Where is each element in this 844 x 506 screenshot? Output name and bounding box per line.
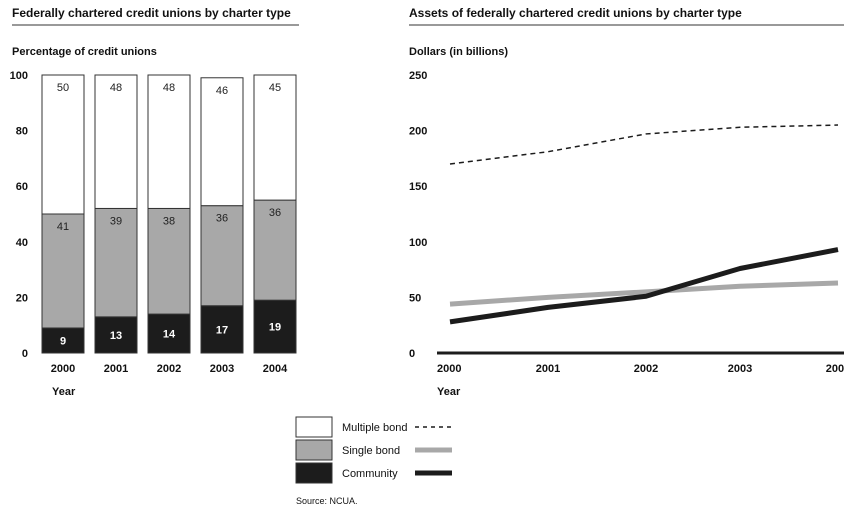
data-label-multiple-bond-2001: 48 (110, 82, 122, 94)
source-note: Source: NCUA. (296, 496, 358, 506)
right-y-tick-50: 50 (409, 292, 421, 304)
bar-community-2004 (253, 299, 297, 354)
right-y-tick-0: 0 (409, 348, 415, 360)
data-label-multiple-bond-2004: 45 (269, 82, 281, 94)
data-label-single-bond-2003: 36 (216, 213, 228, 225)
data-label-multiple-bond-2002: 48 (163, 82, 175, 94)
right-x-tick-2000: 2000 (437, 363, 461, 375)
bar-community-2002 (147, 313, 191, 354)
data-label-community-2004: 19 (269, 322, 281, 334)
right-x-tick-2003: 2003 (728, 363, 752, 375)
left-y-tick-40: 40 (16, 237, 28, 249)
legend-label-community: Community (342, 468, 398, 480)
right-y-tick-250: 250 (409, 70, 427, 82)
right-y-tick-150: 150 (409, 181, 427, 193)
left-y-tick-80: 80 (16, 126, 28, 138)
bar-multiple-bond-2001 (94, 74, 138, 209)
data-label-single-bond-2001: 39 (110, 215, 122, 227)
legend-label-single-bond: Single bond (342, 445, 400, 457)
bar-single-bond-2000 (41, 213, 85, 329)
left-y-tick-0: 0 (22, 348, 28, 360)
series-line-community (449, 247, 839, 325)
left-x-tick-2002: 2002 (157, 363, 181, 375)
right-x-tick-2004: 2004 (826, 363, 844, 375)
left-y-tick-20: 20 (16, 292, 28, 304)
data-label-multiple-bond-2000: 50 (57, 82, 69, 94)
bar-community-2003 (200, 305, 244, 354)
right-lines (437, 124, 844, 355)
legend-swatch-single-bond (295, 439, 333, 461)
right-x-tick-2001: 2001 (536, 363, 560, 375)
legend-item-community: Community (295, 462, 452, 484)
data-label-community-2002: 14 (163, 329, 176, 341)
legend-label-multiple-bond: Multiple bond (342, 422, 407, 434)
bar-multiple-bond-2000 (41, 74, 85, 215)
line-chart: Assets of federally chartered credit uni… (409, 6, 844, 398)
right-y-tick-200: 200 (409, 126, 427, 138)
bar-multiple-bond-2004 (253, 74, 297, 201)
right-y-tick-100: 100 (409, 237, 427, 249)
left-bars: 9 41 50 13 39 48 14 38 48 17 36 46 19 36 45 (41, 74, 297, 354)
data-label-single-bond-2004: 36 (269, 207, 281, 219)
series-line-single-bond (449, 280, 839, 307)
left-chart-title: Federally chartered credit unions by cha… (12, 6, 291, 20)
right-x-axis-label: Year (437, 386, 461, 398)
stacked-bar-chart: Federally chartered credit unions by cha… (10, 6, 299, 398)
legend-swatch-community (295, 462, 333, 484)
bar-single-bond-2004 (253, 199, 297, 301)
left-x-ticks: 2000 2001 2002 2003 2004 (51, 363, 288, 375)
data-label-single-bond-2000: 41 (57, 221, 69, 233)
bar-multiple-bond-2003 (200, 77, 244, 207)
left-x-tick-2001: 2001 (104, 363, 128, 375)
legend-item-single-bond: Single bond (295, 439, 452, 461)
left-x-tick-2004: 2004 (263, 363, 288, 375)
legend-item-multiple-bond: Multiple bond (295, 416, 452, 438)
data-label-community-2003: 17 (216, 324, 228, 336)
bar-single-bond-2001 (94, 207, 138, 318)
data-label-community-2000: 9 (60, 335, 66, 347)
right-x-tick-2002: 2002 (634, 363, 658, 375)
left-y-ticks: 0 20 40 60 80 100 (10, 70, 28, 360)
left-y-tick-60: 60 (16, 181, 28, 193)
bar-multiple-bond-2002 (147, 74, 191, 209)
left-y-axis-label: Percentage of credit unions (12, 46, 157, 58)
legend: Multiple bond Single bond Community (295, 416, 452, 484)
bar-single-bond-2002 (147, 207, 191, 315)
legend-swatch-multiple-bond (295, 416, 333, 438)
left-x-tick-2003: 2003 (210, 363, 234, 375)
bar-single-bond-2003 (200, 205, 244, 307)
right-x-ticks: 2000 2001 2002 2003 2004 (437, 363, 844, 375)
right-y-ticks: 0 50 100 150 200 250 (409, 70, 427, 360)
left-x-axis-label: Year (52, 386, 76, 398)
left-x-tick-2000: 2000 (51, 363, 75, 375)
right-y-axis-label: Dollars (in billions) (409, 46, 508, 58)
bar-community-2000 (41, 327, 85, 354)
data-label-multiple-bond-2003: 46 (216, 85, 228, 97)
data-label-community-2001: 13 (110, 330, 122, 342)
series-line-multiple-bond (449, 124, 839, 165)
left-y-tick-100: 100 (10, 70, 28, 82)
data-label-single-bond-2002: 38 (163, 215, 175, 227)
right-chart-title: Assets of federally chartered credit uni… (409, 6, 742, 20)
